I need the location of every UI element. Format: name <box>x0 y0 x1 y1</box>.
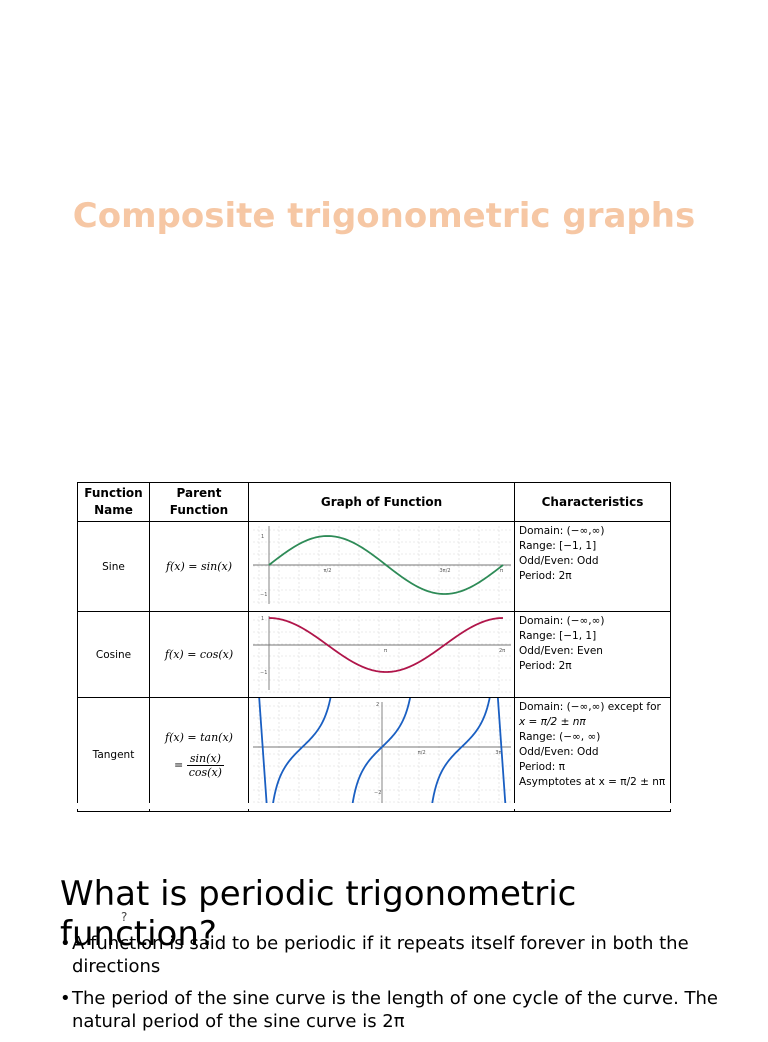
header-characteristics: Characteristics <box>514 482 671 522</box>
tick-label: 1 <box>261 534 264 540</box>
tick-label: 3π <box>495 750 501 756</box>
char-line: Period: 2π <box>519 659 572 672</box>
tick-label: 3π/2 <box>440 568 451 574</box>
char-line: Domain: (−∞,∞) <box>519 525 605 537</box>
tick-label: π <box>384 648 387 654</box>
row-name: Sine <box>77 521 150 612</box>
tick-label: π <box>500 568 503 574</box>
row-characteristics: Domain: (−∞,∞) Range: [−1, 1] Odd/Even: … <box>514 521 671 612</box>
row-characteristics: Domain: (−∞,∞) except for x = π/2 ± nπ R… <box>514 697 671 812</box>
char-line: Odd/Even: Even <box>519 644 603 657</box>
char-line: Range: (−∞, ∞) <box>519 730 601 743</box>
function-curve <box>268 617 504 673</box>
bullet-item: The period of the sine curve is the leng… <box>60 987 740 1033</box>
fraction-denominator: cos(x) <box>188 765 222 779</box>
tick-label: −1 <box>260 670 267 676</box>
header-function-name: Function Name <box>77 482 150 522</box>
fraction-numerator: sin(x) <box>186 752 224 766</box>
char-line: Odd/Even: Odd <box>519 554 599 567</box>
row-characteristics: Domain: (−∞,∞) Range: [−1, 1] Odd/Even: … <box>514 611 671 698</box>
header-parent-function: Parent Function <box>149 482 249 522</box>
table-bottom-mask <box>77 803 677 809</box>
row-name: Cosine <box>77 611 150 698</box>
sine-graph-cell: 1 −1 π/2 3π/2 π <box>248 521 515 612</box>
char-line: Period: 2π <box>519 569 572 582</box>
row-name: Tangent <box>77 697 150 812</box>
char-line: Domain: (−∞,∞) except for <box>519 701 661 713</box>
tick-label: π/2 <box>418 750 426 756</box>
tick-label: −1 <box>260 592 267 598</box>
tick-label: 2π <box>499 648 505 654</box>
bullet-item: A function is said to be periodic if it … <box>60 932 740 978</box>
table-row: Tangent f(x) = tan(x) = sin(x) cos(x) 2 −… <box>77 653 671 841</box>
parent-top: f(x) = tan(x) <box>165 730 233 744</box>
char-line: x = π/2 ± nπ <box>519 715 586 728</box>
table-row: Sine f(x) = sin(x) 1 −1 π/2 3π/2 π Domain: (… <box>77 521 671 612</box>
char-line: Odd/Even: Odd <box>519 745 599 758</box>
tick-label: π/2 <box>324 568 332 574</box>
table-row: Cosine f(x) = cos(x) 1 −1 π 2π Domain: (−∞,… <box>77 611 671 698</box>
header-graph: Graph of Function <box>248 482 515 522</box>
function-curve <box>427 654 509 841</box>
graph-grid <box>253 526 511 604</box>
question-mark: ? <box>121 910 128 924</box>
tick-label: −2 <box>374 790 381 796</box>
tangent-graph-cell: 2 −2 π/2 3π <box>248 653 515 841</box>
parent-eq: = <box>174 758 184 771</box>
row-parent-function: f(x) = sin(x) <box>149 521 249 612</box>
sine-graph: 1 −1 π/2 3π/2 π <box>253 526 511 604</box>
row-parent-function: f(x) = tan(x) = sin(x) cos(x) <box>149 697 249 812</box>
tick-label: 2 <box>376 702 379 708</box>
cosine-graph-cell: 1 −1 π 2π <box>248 611 515 698</box>
char-line: Domain: (−∞,∞) <box>519 615 605 627</box>
char-line: Asymptotes at x = π/2 ± nπ <box>519 775 666 788</box>
char-line: Range: [−1, 1] <box>519 539 597 552</box>
slide-title: Composite trigonometric graphs <box>72 196 696 236</box>
trig-functions-table: Function Name Parent Function Graph of F… <box>77 482 671 841</box>
function-curve <box>348 660 416 834</box>
row-parent-function: f(x) = cos(x) <box>149 611 249 698</box>
cosine-graph: 1 −1 π 2π <box>253 616 511 693</box>
tick-label: 1 <box>261 616 264 622</box>
tangent-graph: 2 −2 π/2 3π <box>253 653 511 841</box>
fraction: sin(x) cos(x) <box>186 752 224 779</box>
table-header-row: Function Name Parent Function Graph of F… <box>77 482 671 522</box>
graph-grid <box>253 616 511 693</box>
function-curve <box>268 535 504 595</box>
char-line: Period: π <box>519 760 565 773</box>
parent-fraction: = sin(x) cos(x) <box>150 752 248 779</box>
function-curve <box>255 653 337 840</box>
bullet-list: A function is said to be periodic if it … <box>60 932 740 1042</box>
char-line: Range: [−1, 1] <box>519 629 597 642</box>
